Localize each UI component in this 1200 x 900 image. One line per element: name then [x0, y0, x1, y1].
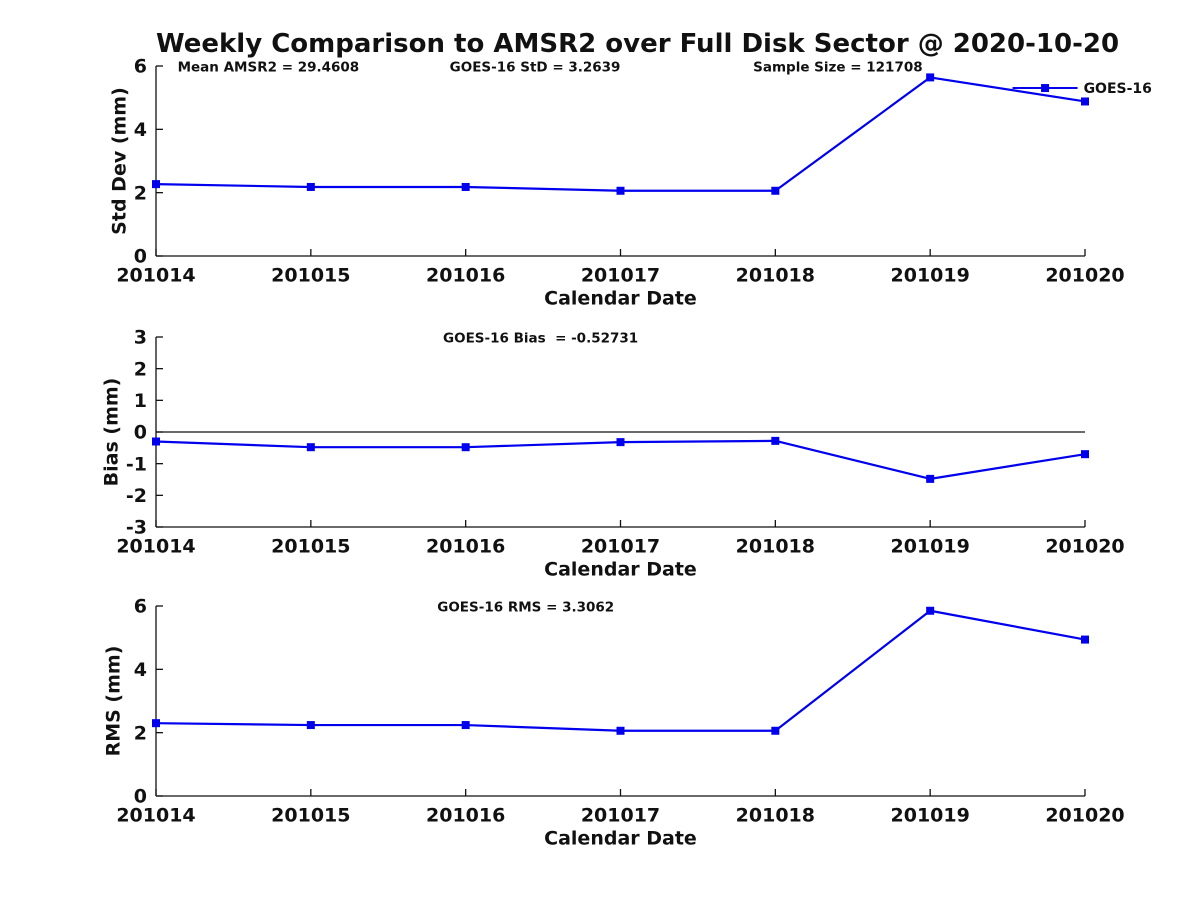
annotation: GOES-16 RMS = 3.3062 [437, 600, 614, 616]
y-axis-label: Bias (mm) [101, 378, 123, 487]
x-tick-label: 201016 [426, 265, 505, 287]
data-point-marker [306, 721, 315, 730]
y-tick-label: 2 [134, 722, 147, 744]
figure-title: Weekly Comparison to AMSR2 over Full Dis… [156, 29, 1120, 59]
data-point-marker [771, 436, 780, 445]
data-point-marker [152, 437, 160, 446]
series-line [155, 609, 1086, 732]
data-point-marker [926, 474, 935, 483]
x-tick-label: 201015 [271, 265, 350, 287]
annotation: GOES-16 Bias = -0.52731 [443, 331, 638, 347]
data-point-marker [926, 606, 935, 615]
x-tick-label: 201020 [1045, 265, 1124, 287]
y-tick-label: 0 [134, 786, 147, 808]
x-tick-label: 201015 [271, 536, 350, 558]
x-tick-label: 201019 [891, 536, 970, 558]
y-tick-label: 0 [134, 422, 147, 444]
data-point-marker [152, 180, 160, 189]
x-tick-label: 201016 [426, 536, 505, 558]
y-tick-label: 3 [134, 327, 147, 349]
y-axis-label: Std Dev (mm) [109, 87, 131, 235]
x-tick-label: 201020 [1045, 536, 1124, 558]
annotation: Sample Size = 121708 [753, 60, 922, 76]
std-dev-plot: 0 2 4 6 201014 201015 201016 201017 201018 201019… [109, 56, 1152, 310]
data-point-marker [771, 726, 780, 735]
y-tick-label: -3 [126, 517, 147, 539]
x-axis-label: Calendar Date [544, 559, 697, 581]
x-tick-label: 201017 [581, 265, 660, 287]
data-point-marker [616, 438, 625, 447]
rms-plot: 0 2 4 6 201014 201015 201016 201017 201018 201019… [103, 596, 1125, 850]
x-tick-label: 201018 [736, 536, 815, 558]
data-point-marker [306, 443, 315, 452]
y-axis-label: RMS (mm) [103, 646, 125, 757]
x-tick-label: 201017 [581, 805, 660, 827]
y-tick-label: 0 [134, 246, 147, 268]
y-tick-label: -1 [126, 453, 147, 475]
data-point-marker [771, 186, 780, 195]
x-tick-label: 201019 [891, 805, 970, 827]
x-tick-label: 201017 [581, 536, 660, 558]
y-tick-label: 4 [134, 119, 147, 141]
y-tick-label: 6 [134, 596, 147, 618]
x-tick-label: 201014 [116, 265, 195, 287]
series-line [155, 76, 1086, 192]
data-point-marker [616, 726, 625, 735]
legend-label: GOES-16 [1084, 81, 1152, 97]
data-point-marker [1081, 635, 1089, 644]
x-tick-label: 201020 [1045, 805, 1124, 827]
x-tick-label: 201019 [891, 265, 970, 287]
x-tick-label: 201014 [116, 536, 195, 558]
x-axis-label: Calendar Date [544, 828, 697, 850]
y-tick-label: 4 [134, 659, 147, 681]
data-point-marker [306, 182, 315, 191]
x-tick-label: 201018 [736, 265, 815, 287]
y-tick-label: 6 [134, 56, 147, 78]
x-tick-label: 201016 [426, 805, 505, 827]
annotation: GOES-16 StD = 3.2639 [450, 60, 621, 76]
legend-marker [1041, 84, 1050, 93]
series-line [155, 439, 1086, 480]
data-point-marker [616, 186, 625, 195]
data-point-marker [461, 443, 470, 452]
data-point-marker [152, 719, 160, 728]
x-tick-label: 201015 [271, 805, 350, 827]
bias-plot: -3 -2 -1 0 1 2 3 201014 201015 201016 201017 201018… [101, 327, 1125, 581]
legend: GOES-16 [1012, 81, 1152, 97]
annotation: Mean AMSR2 = 29.4608 [178, 60, 360, 76]
y-tick-label: 2 [134, 182, 147, 204]
y-tick-label: 2 [134, 358, 147, 380]
data-point-marker [461, 182, 470, 191]
data-point-marker [1081, 450, 1089, 459]
data-point-marker [926, 73, 935, 82]
x-axis-label: Calendar Date [544, 288, 697, 310]
data-point-marker [461, 721, 470, 730]
x-tick-label: 201014 [116, 805, 195, 827]
y-tick-label: -2 [126, 485, 147, 507]
y-tick-label: 1 [134, 390, 147, 412]
data-point-marker [1081, 97, 1089, 106]
x-tick-label: 201018 [736, 805, 815, 827]
